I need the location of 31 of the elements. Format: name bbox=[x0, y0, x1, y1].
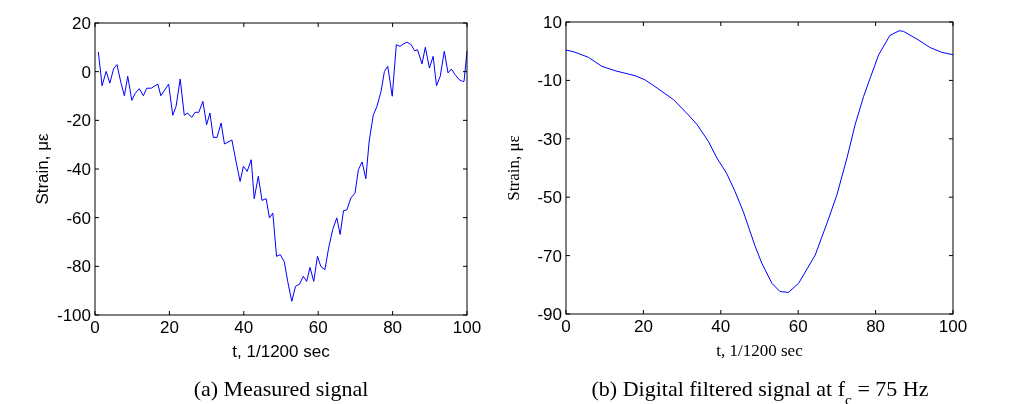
line-series bbox=[97, 41, 468, 302]
x-tick-label: 20 bbox=[159, 318, 179, 337]
y-tick-label: 20 bbox=[72, 14, 91, 33]
y-tick-label: 0 bbox=[81, 62, 91, 82]
y-tick-label: -100 bbox=[56, 306, 91, 325]
text: (a) Measured signal bbox=[193, 376, 369, 401]
y-tick-label: -10 bbox=[537, 71, 562, 91]
line-series bbox=[565, 30, 954, 293]
x-tick-label: 40 bbox=[234, 318, 254, 337]
text: (b) Digital filtered signal at f$_{c}$ = 75 Hz bbox=[591, 376, 929, 404]
y-tick-label: -50 bbox=[537, 188, 562, 208]
x-tick-label: 60 bbox=[308, 318, 328, 337]
x-tick-label: 80 bbox=[383, 318, 403, 337]
x-tick-label: 100 bbox=[938, 317, 968, 336]
y-tick-label: -90 bbox=[537, 305, 562, 324]
y-tick-label: -70 bbox=[537, 246, 562, 266]
y-tick-label: -40 bbox=[66, 160, 91, 179]
x-tick-label: 60 bbox=[788, 317, 808, 336]
x-axis-title: t, 1/1200 sec bbox=[716, 341, 804, 360]
y-axis-title: Strain, με bbox=[33, 132, 52, 205]
y-tick-label: -60 bbox=[66, 208, 91, 228]
x-tick-label: 100 bbox=[452, 318, 482, 337]
y-axis-title: Strain, με bbox=[504, 135, 523, 201]
y-tick-label: 10 bbox=[543, 13, 562, 32]
x-tick-label: 20 bbox=[633, 317, 653, 336]
y-tick-label: -30 bbox=[537, 129, 562, 149]
y-tick-label: -20 bbox=[66, 111, 91, 131]
y-tick-label: -80 bbox=[66, 257, 91, 277]
x-tick-label: 80 bbox=[866, 317, 886, 336]
x-tick-label: 40 bbox=[711, 317, 731, 336]
x-axis-title: t, 1/1200 sec bbox=[232, 342, 331, 361]
